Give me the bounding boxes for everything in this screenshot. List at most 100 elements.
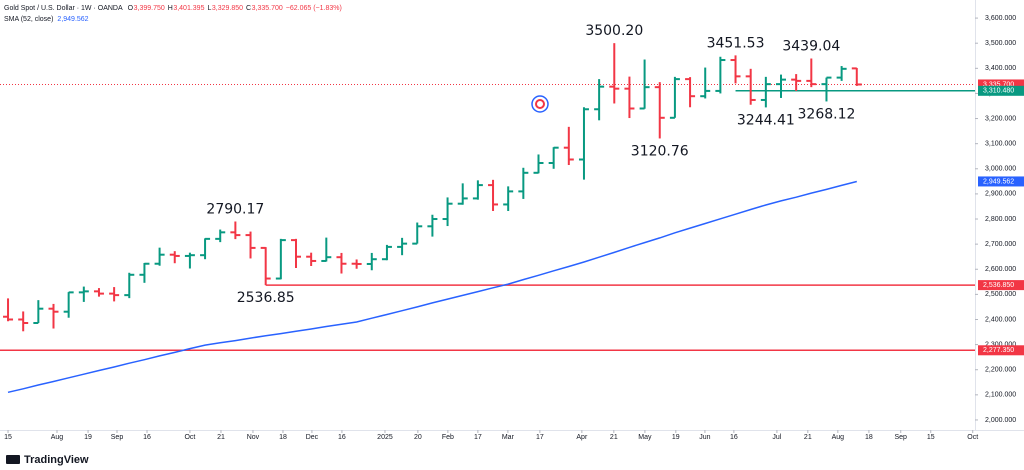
y-tick-label: 2,200.000 <box>985 367 1016 374</box>
ohlc-bar <box>245 231 256 259</box>
ohlc-bar <box>700 67 711 99</box>
annotation: 3244.41 <box>737 112 795 128</box>
x-tick-label: 17 <box>536 434 544 441</box>
price-label-bg <box>978 85 1024 96</box>
x-tick-label: Jun <box>699 434 710 441</box>
y-tick-label: 2,100.000 <box>985 392 1016 399</box>
y-tick-label: 3,400.000 <box>985 65 1016 72</box>
x-tick-label: 17 <box>474 434 482 441</box>
x-tick-label: 16 <box>338 434 346 441</box>
annotation: 2790.17 <box>206 201 264 217</box>
ohlc-bar <box>624 76 635 119</box>
x-tick-label: 16 <box>730 434 738 441</box>
ohlc-bar <box>3 298 14 322</box>
ohlc-bar <box>760 76 771 108</box>
x-tick-label: Aug <box>51 434 64 441</box>
logo-icon <box>531 95 549 113</box>
ohlc-bar <box>594 79 605 121</box>
x-tick-label: Oct <box>184 434 195 441</box>
x-tick-label: 15 <box>4 434 12 441</box>
y-tick-label: 3,200.000 <box>985 115 1016 122</box>
y-tick-label: 3,500.000 <box>985 40 1016 47</box>
ohlc-bar <box>366 252 377 271</box>
ohlc-bar <box>351 259 362 269</box>
ohlc-bar <box>321 237 332 262</box>
x-tick-label: 20 <box>414 434 422 441</box>
ohlc-key: O <box>128 5 134 12</box>
y-tick-label: 2,500.000 <box>985 291 1016 298</box>
ohlc-bar <box>745 68 756 105</box>
x-tick-label: Sep <box>895 434 908 441</box>
y-tick-label: 2,600.000 <box>985 266 1016 273</box>
ohlc-bar <box>200 237 211 260</box>
ohlc-bar <box>93 288 104 297</box>
price-label-bg <box>978 280 1024 291</box>
ohlc-bar <box>821 76 832 102</box>
ohlc-bar <box>488 179 499 211</box>
ohlc-bar <box>48 303 59 329</box>
price-label: 3,335.700 <box>983 81 1014 88</box>
study: SMA (52, close) <box>4 16 53 23</box>
ohlc-bar <box>78 286 89 302</box>
x-tick-label: 19 <box>84 434 92 441</box>
price-label-bg <box>978 176 1024 187</box>
ohlc-bar <box>776 74 787 98</box>
y-tick-label: 2,300.000 <box>985 341 1016 348</box>
ohlc-bar <box>518 167 529 199</box>
sma-line <box>7 180 857 394</box>
ohlc-bar <box>654 82 665 139</box>
ohlc-bar <box>472 180 483 200</box>
x-tick-label: 19 <box>672 434 680 441</box>
x-tick-label: 15 <box>927 434 935 441</box>
x-tick-label: 2025 <box>377 434 393 441</box>
y-tick-label: 3,100.000 <box>985 141 1016 148</box>
y-tick-label: 2,700.000 <box>985 241 1016 248</box>
ohlc-bar <box>260 246 271 286</box>
y-tick-label: 2,400.000 <box>985 316 1016 323</box>
ohlc-value: 3,329.850 <box>212 5 243 12</box>
ohlc-bar <box>63 291 74 318</box>
x-tick-label: Feb <box>442 434 454 441</box>
ohlc-bar <box>291 238 302 268</box>
ohlc-bar <box>533 154 544 174</box>
price-label: 3,310.480 <box>983 88 1014 95</box>
price-label: 2,949.562 <box>983 178 1014 185</box>
price-label-bg <box>978 79 1024 90</box>
x-tick-label: Apr <box>576 434 588 441</box>
x-tick-label: 18 <box>279 434 287 441</box>
x-tick-label: Aug <box>832 434 845 441</box>
annotation: 3120.76 <box>631 143 689 159</box>
ohlc-bar <box>154 247 165 266</box>
ohlc-bar <box>230 221 241 240</box>
x-tick-label: May <box>638 434 652 441</box>
y-tick-label: 2,900.000 <box>985 191 1016 198</box>
ohlc-bar <box>563 126 574 166</box>
y-tick-label: 2,800.000 <box>985 216 1016 223</box>
ohlc-bar <box>609 43 620 104</box>
ohlc-bar <box>139 262 150 283</box>
ohlc-value: 3,335.700 <box>252 5 283 12</box>
ohlc-key: C <box>246 5 251 12</box>
x-tick-label: Mar <box>502 434 515 441</box>
ohlc-bar <box>503 186 514 211</box>
x-tick-label: 21 <box>610 434 618 441</box>
symbol: Gold Spot / U.S. Dollar · 1W · OANDA <box>4 5 123 12</box>
annotation: 3439.04 <box>782 39 840 55</box>
annotation: 2536.85 <box>237 290 295 306</box>
ohlc-bar <box>18 311 29 332</box>
x-tick-label: Sep <box>111 434 124 441</box>
ohlc-key: H <box>168 5 173 12</box>
y-tick-label: 3,000.000 <box>985 166 1016 173</box>
ohlc-bar <box>730 55 741 84</box>
change: −62.065 (−1.83%) <box>286 5 342 12</box>
x-tick-label: Nov <box>247 434 260 441</box>
price-label: 2,277.350 <box>983 347 1014 354</box>
ohlc-bar <box>397 237 408 256</box>
ohlc-bar <box>791 74 802 91</box>
ohlc-value: 3,401.395 <box>173 5 204 12</box>
y-tick-label: 3,600.000 <box>985 15 1016 22</box>
ohlc-bar <box>715 56 726 94</box>
ohlc-bar <box>548 146 559 169</box>
